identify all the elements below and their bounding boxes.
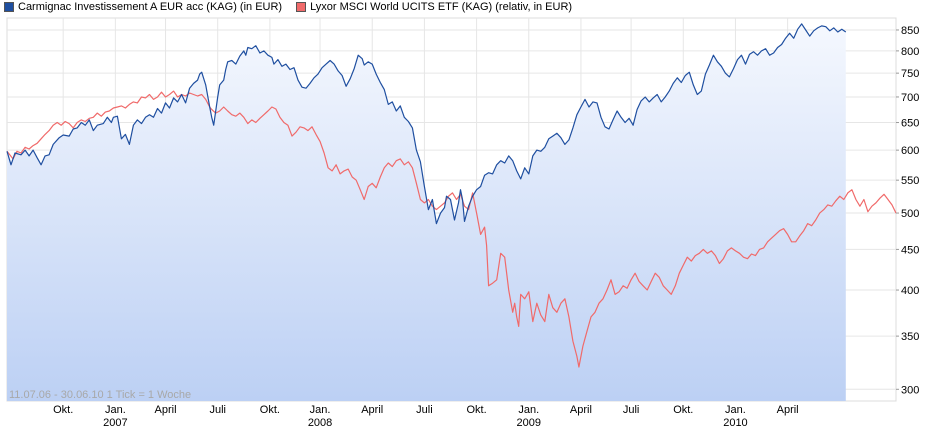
y-tick-label: 500 — [901, 208, 919, 220]
y-tick-label: 850 — [901, 25, 919, 37]
x-tick-label: Okt. — [466, 404, 486, 416]
x-tick-year: 2009 — [517, 417, 541, 429]
y-tick-label: 350 — [901, 331, 919, 343]
x-tick-label: Juli — [416, 404, 433, 416]
x-tick-label: Juli — [209, 404, 226, 416]
y-tick-label: 600 — [901, 145, 919, 157]
x-tick-label: April — [361, 404, 383, 416]
x-tick-year: 2008 — [308, 417, 332, 429]
y-tick-label: 750 — [901, 68, 919, 80]
legend-label-lyxor: Lyxor MSCI World UCITS ETF (KAG) (relati… — [310, 1, 573, 13]
legend-label-carmignac: Carmignac Investissement A EUR acc (KAG)… — [18, 1, 283, 13]
legend-swatch-carmignac — [4, 2, 14, 12]
x-tick-year: 2007 — [103, 417, 127, 429]
x-tick-label: Okt. — [673, 404, 693, 416]
x-tick-label: April — [777, 404, 799, 416]
legend-item-carmignac[interactable]: Carmignac Investissement A EUR acc (KAG)… — [4, 1, 282, 13]
y-tick-label: 400 — [901, 285, 919, 297]
range-label: 11.07.06 - 30.06.10 1 Tick = 1 Woche — [9, 389, 191, 401]
legend-swatch-lyxor — [296, 2, 307, 12]
x-tick-year: 2010 — [723, 417, 747, 429]
x-tick-label: Juli — [623, 404, 640, 416]
x-tick-label: Jan. — [310, 404, 331, 416]
y-tick-label: 800 — [901, 46, 919, 58]
area-fill-carmignac — [7, 23, 846, 402]
x-tick-label: Jan. — [518, 404, 539, 416]
x-tick-label: Okt. — [53, 404, 73, 416]
y-tick-label: 700 — [901, 92, 919, 104]
chart-legend: Carmignac Investissement A EUR acc (KAG)… — [4, 0, 586, 14]
x-tick-label: Okt. — [260, 404, 280, 416]
series-line — [6, 90, 897, 368]
y-tick-label: 300 — [901, 384, 919, 396]
x-tick-label: Jan. — [105, 404, 126, 416]
y-axis-ticks: 300 350 400 450 500 550 600 650 700 750 800 850 — [896, 25, 919, 396]
legend-item-lyxor[interactable]: Lyxor MSCI World UCITS ETF (KAG) (relati… — [296, 1, 572, 13]
y-tick-label: 550 — [901, 175, 919, 187]
x-tick-label: April — [155, 404, 177, 416]
series-line — [6, 23, 847, 225]
series-lines — [6, 23, 897, 368]
x-tick-label: April — [570, 404, 592, 416]
y-tick-label: 450 — [901, 244, 919, 256]
y-tick-label: 650 — [901, 118, 919, 130]
x-tick-label: Jan. — [725, 404, 746, 416]
